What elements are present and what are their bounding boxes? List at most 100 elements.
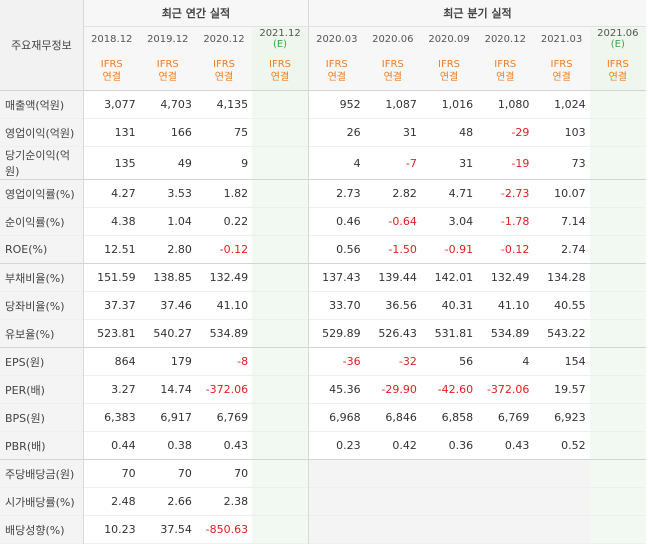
table-cell xyxy=(589,179,646,208)
period-label: 2021.12 xyxy=(259,28,301,39)
period-header: 2021.06 (E) xyxy=(589,26,646,51)
table-cell: 1.82 xyxy=(195,179,253,208)
table-cell: 1,080 xyxy=(497,98,530,111)
table-cell: 132.49 xyxy=(477,263,534,292)
table-cell xyxy=(252,90,309,119)
table-cell xyxy=(252,118,309,147)
accounting-consolidated: 연결 xyxy=(383,71,402,83)
table-row: PBR(배) 0.44 0.38 0.43 0.23 0.42 0.36 0.43 0.52 xyxy=(0,431,646,460)
row-label: PBR(배) xyxy=(0,431,84,460)
accounting-standard: IFRS 연결 xyxy=(139,51,196,91)
table-row: 부채비율(%) 151.59 138.85 132.49 137.43 139.44 142… xyxy=(0,263,646,292)
accounting-ifrs: IFRS xyxy=(325,58,348,70)
table-cell: 70 xyxy=(195,459,253,488)
table-cell: 2.74 xyxy=(561,243,586,256)
accounting-standard: IFRS 연결 xyxy=(83,51,140,91)
table-cell: -29.90 xyxy=(381,383,417,396)
table-cell: 56 xyxy=(420,347,478,376)
table-cell: 3.04 xyxy=(448,215,474,228)
table-cell: 40.31 xyxy=(441,299,474,312)
accounting-standard: IFRS 연결 xyxy=(533,51,590,91)
table-cell: 12.51 xyxy=(104,243,136,256)
table-cell: 529.89 xyxy=(322,327,361,340)
table-cell xyxy=(589,459,646,488)
quarter-group-header: 최근 분기 실적 xyxy=(308,0,646,27)
accounting-standard: IFRS 연결 xyxy=(308,51,365,91)
table-cell xyxy=(252,347,309,376)
table-cell: 138.85 xyxy=(139,263,196,292)
table-cell: 41.10 xyxy=(216,299,249,312)
period-label: 2020.09 xyxy=(428,33,470,45)
row-label: 유보율(%) xyxy=(0,319,84,348)
table-cell: 0.38 xyxy=(167,439,192,452)
table-cell: 6,968 xyxy=(329,411,361,424)
row-header-label: 주요재무정보 xyxy=(0,0,84,91)
accounting-consolidated: 연결 xyxy=(102,71,121,83)
estimate-mark: (E) xyxy=(610,39,625,50)
table-cell xyxy=(477,459,534,488)
table-row: ROE(%) 12.51 2.80 -0.12 0.56 -1.50 -0.91 -0.12 2… xyxy=(0,235,646,264)
table-cell: 19.57 xyxy=(554,383,586,396)
table-row: 배당성향(%) 10.23 37.54 -850.63 xyxy=(0,515,646,544)
table-cell: 0.56 xyxy=(336,243,361,256)
table-cell: 132.49 xyxy=(195,263,253,292)
row-label: PER(배) xyxy=(0,375,84,404)
table-cell: 0.22 xyxy=(223,215,249,228)
table-cell: 10.23 xyxy=(104,523,136,536)
row-label: 영업이익률(%) xyxy=(0,179,84,208)
table-cell xyxy=(252,431,309,460)
accounting-consolidated: 연결 xyxy=(327,71,346,83)
period-label: 2020.03 xyxy=(316,33,358,45)
accounting-consolidated: 연결 xyxy=(552,71,571,83)
table-cell: -0.12 xyxy=(500,243,530,256)
table-cell: 0.36 xyxy=(448,439,474,452)
table-cell xyxy=(589,291,646,320)
table-cell: 1,087 xyxy=(385,98,417,111)
table-row: BPS(원) 6,383 6,917 6,769 6,968 6,846 6,858 6,76… xyxy=(0,403,646,432)
table-cell: 2.80 xyxy=(167,243,192,256)
table-cell: -0.64 xyxy=(388,215,417,228)
period-label: 2020.12 xyxy=(203,33,245,45)
table-cell: 4.38 xyxy=(111,215,136,228)
table-cell xyxy=(420,515,478,544)
row-label: ROE(%) xyxy=(0,235,84,264)
table-cell xyxy=(533,487,590,516)
table-cell: 10.07 xyxy=(533,179,590,208)
table-cell: 540.27 xyxy=(153,327,192,340)
period-header: 2021.12 (E) xyxy=(252,26,309,51)
accounting-standard: IFRS 연결 xyxy=(477,51,534,91)
table-cell: 40.55 xyxy=(554,299,586,312)
table-row: 유보율(%) 523.81 540.27 534.89 529.89 526.43 531.… xyxy=(0,319,646,348)
table-cell: 543.22 xyxy=(547,327,586,340)
table-cell xyxy=(252,375,309,404)
table-cell: 4,703 xyxy=(160,98,192,111)
table-cell: 103 xyxy=(564,126,586,139)
table-cell: 179 xyxy=(139,347,196,376)
table-cell xyxy=(252,146,309,180)
accounting-ifrs: IFRS xyxy=(606,58,629,70)
table-cell xyxy=(589,515,646,544)
table-cell xyxy=(589,235,646,264)
table-cell xyxy=(252,235,309,264)
table-cell xyxy=(589,375,646,404)
table-cell: 1,016 xyxy=(441,98,474,111)
table-cell: -372.06 xyxy=(486,383,530,396)
table-cell: 4 xyxy=(477,347,534,376)
table-cell: 31 xyxy=(459,156,474,170)
table-cell: 3,077 xyxy=(104,98,136,111)
period-header: 2021.03 xyxy=(533,26,590,51)
table-cell: -42.60 xyxy=(437,383,474,396)
row-label: 배당성향(%) xyxy=(0,515,84,544)
table-row: PER(배) 3.27 14.74 -372.06 45.36 -29.90 -42.60-… xyxy=(0,375,646,404)
table-cell: -32 xyxy=(364,347,421,376)
row-label: BPS(원) xyxy=(0,403,84,432)
accounting-ifrs: IFRS xyxy=(494,58,517,70)
table-cell: 4.71 xyxy=(420,179,478,208)
table-cell: 75 xyxy=(234,126,249,139)
table-cell: -36 xyxy=(308,347,365,376)
accounting-standard: IFRS 연결 xyxy=(195,51,253,91)
table-cell: 4 xyxy=(353,156,361,170)
accounting-ifrs: IFRS xyxy=(269,58,291,70)
table-cell: 137.43 xyxy=(308,263,365,292)
table-cell: 139.44 xyxy=(364,263,421,292)
